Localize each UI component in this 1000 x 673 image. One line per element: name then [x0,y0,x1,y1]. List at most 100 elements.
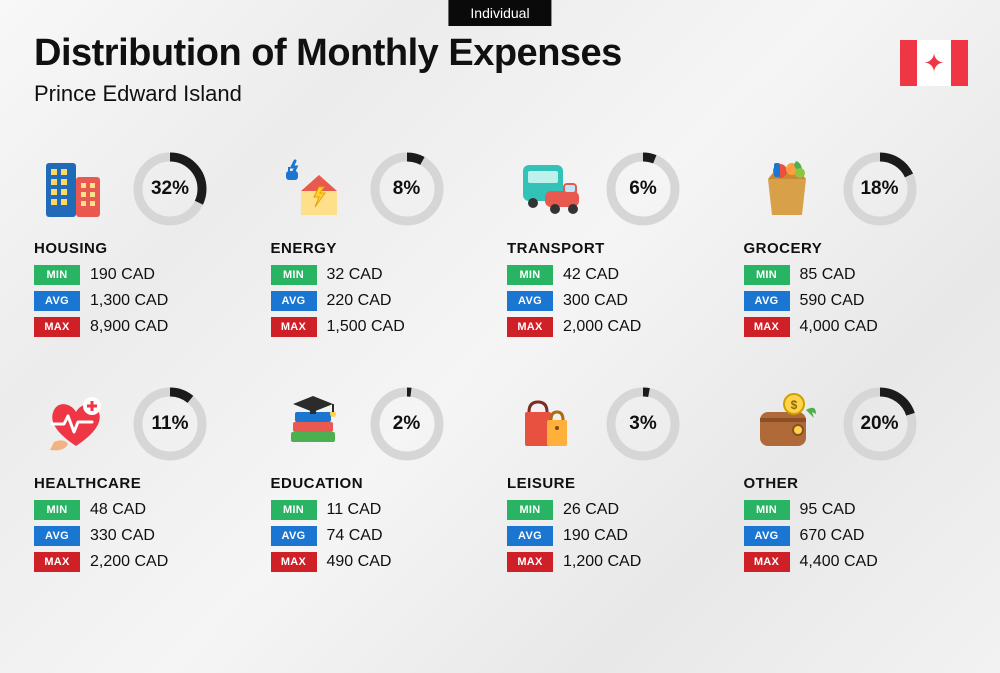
energy-icon [271,152,357,226]
stat-max-row: MAX 4,000 CAD [744,317,969,337]
avg-badge: AVG [507,526,553,546]
stat-min-row: MIN 26 CAD [507,500,732,520]
percent-donut: 8% [369,151,445,227]
stat-min-row: MIN 95 CAD [744,500,969,520]
category-card: $ 20% OTHER MIN 95 CAD AVG 670 CAD [744,385,969,572]
avg-badge: AVG [271,291,317,311]
card-top-row: 2% [271,385,496,463]
avg-value: 1,300 CAD [90,292,168,310]
page-title: Distribution of Monthly Expenses [34,32,622,75]
stats-list: MIN 48 CAD AVG 330 CAD MAX 2,200 CAD [34,500,259,572]
category-card: 6% TRANSPORT MIN 42 CAD AVG 300 CAD MAX … [507,150,732,337]
avg-value: 220 CAD [327,292,392,310]
card-top-row: 8% [271,150,496,228]
min-value: 11 CAD [327,501,382,519]
stat-min-row: MIN 190 CAD [34,265,259,285]
percent-value: 20% [842,386,918,462]
min-badge: MIN [744,265,790,285]
avg-value: 74 CAD [327,527,383,545]
category-card: 2% EDUCATION MIN 11 CAD AVG 74 CAD MAX 4… [271,385,496,572]
stat-max-row: MAX 4,400 CAD [744,552,969,572]
max-badge: MAX [34,317,80,337]
header: Distribution of Monthly Expenses Prince … [34,32,622,107]
stat-max-row: MAX 1,200 CAD [507,552,732,572]
category-name: LEISURE [507,475,732,492]
flag-bar-right [951,40,968,86]
stats-list: MIN 42 CAD AVG 300 CAD MAX 2,000 CAD [507,265,732,337]
stats-list: MIN 95 CAD AVG 670 CAD MAX 4,400 CAD [744,500,969,572]
percent-value: 8% [369,151,445,227]
transport-icon [507,152,593,226]
avg-badge: AVG [744,526,790,546]
max-value: 490 CAD [327,553,392,571]
percent-value: 18% [842,151,918,227]
percent-value: 32% [132,151,208,227]
stat-max-row: MAX 2,000 CAD [507,317,732,337]
stat-avg-row: AVG 1,300 CAD [34,291,259,311]
max-badge: MAX [744,552,790,572]
card-top-row: 18% [744,150,969,228]
card-top-row: 3% [507,385,732,463]
category-card: 11% HEALTHCARE MIN 48 CAD AVG 330 CAD MA… [34,385,259,572]
stats-list: MIN 190 CAD AVG 1,300 CAD MAX 8,900 CAD [34,265,259,337]
stat-min-row: MIN 11 CAD [271,500,496,520]
stat-min-row: MIN 48 CAD [34,500,259,520]
min-value: 85 CAD [800,266,856,284]
min-value: 95 CAD [800,501,856,519]
category-name: EDUCATION [271,475,496,492]
stat-avg-row: AVG 190 CAD [507,526,732,546]
avg-value: 590 CAD [800,292,865,310]
avg-badge: AVG [744,291,790,311]
max-value: 1,200 CAD [563,553,641,571]
max-value: 8,900 CAD [90,318,168,336]
stats-list: MIN 26 CAD AVG 190 CAD MAX 1,200 CAD [507,500,732,572]
min-value: 48 CAD [90,501,146,519]
stat-min-row: MIN 85 CAD [744,265,969,285]
percent-value: 2% [369,386,445,462]
svg-text:$: $ [790,398,797,412]
max-badge: MAX [34,552,80,572]
max-badge: MAX [507,552,553,572]
stat-max-row: MAX 8,900 CAD [34,317,259,337]
stat-avg-row: AVG 74 CAD [271,526,496,546]
stat-avg-row: AVG 330 CAD [34,526,259,546]
category-name: HEALTHCARE [34,475,259,492]
stat-max-row: MAX 490 CAD [271,552,496,572]
stat-avg-row: AVG 300 CAD [507,291,732,311]
avg-value: 190 CAD [563,527,628,545]
card-top-row: 32% [34,150,259,228]
stat-max-row: MAX 1,500 CAD [271,317,496,337]
min-badge: MIN [507,265,553,285]
percent-donut: 11% [132,386,208,462]
min-badge: MIN [271,265,317,285]
percent-donut: 20% [842,386,918,462]
grocery-icon [744,152,830,226]
healthcare-icon [34,387,120,461]
percent-donut: 32% [132,151,208,227]
avg-value: 300 CAD [563,292,628,310]
stat-avg-row: AVG 670 CAD [744,526,969,546]
percent-value: 3% [605,386,681,462]
percent-value: 11% [132,386,208,462]
card-top-row: 6% [507,150,732,228]
min-value: 26 CAD [563,501,619,519]
category-card: 3% LEISURE MIN 26 CAD AVG 190 CAD MAX 1,… [507,385,732,572]
education-icon [271,387,357,461]
percent-donut: 18% [842,151,918,227]
min-value: 42 CAD [563,266,619,284]
max-badge: MAX [271,552,317,572]
avg-value: 670 CAD [800,527,865,545]
avg-badge: AVG [34,526,80,546]
max-badge: MAX [271,317,317,337]
percent-donut: 3% [605,386,681,462]
avg-badge: AVG [507,291,553,311]
min-badge: MIN [507,500,553,520]
buildings-icon [34,152,120,226]
flag-center: ✦ [917,40,951,86]
category-name: OTHER [744,475,969,492]
stat-min-row: MIN 42 CAD [507,265,732,285]
other-icon: $ [744,387,830,461]
stat-avg-row: AVG 590 CAD [744,291,969,311]
category-card: 8% ENERGY MIN 32 CAD AVG 220 CAD MAX 1,5… [271,150,496,337]
maple-leaf-icon: ✦ [923,50,945,76]
